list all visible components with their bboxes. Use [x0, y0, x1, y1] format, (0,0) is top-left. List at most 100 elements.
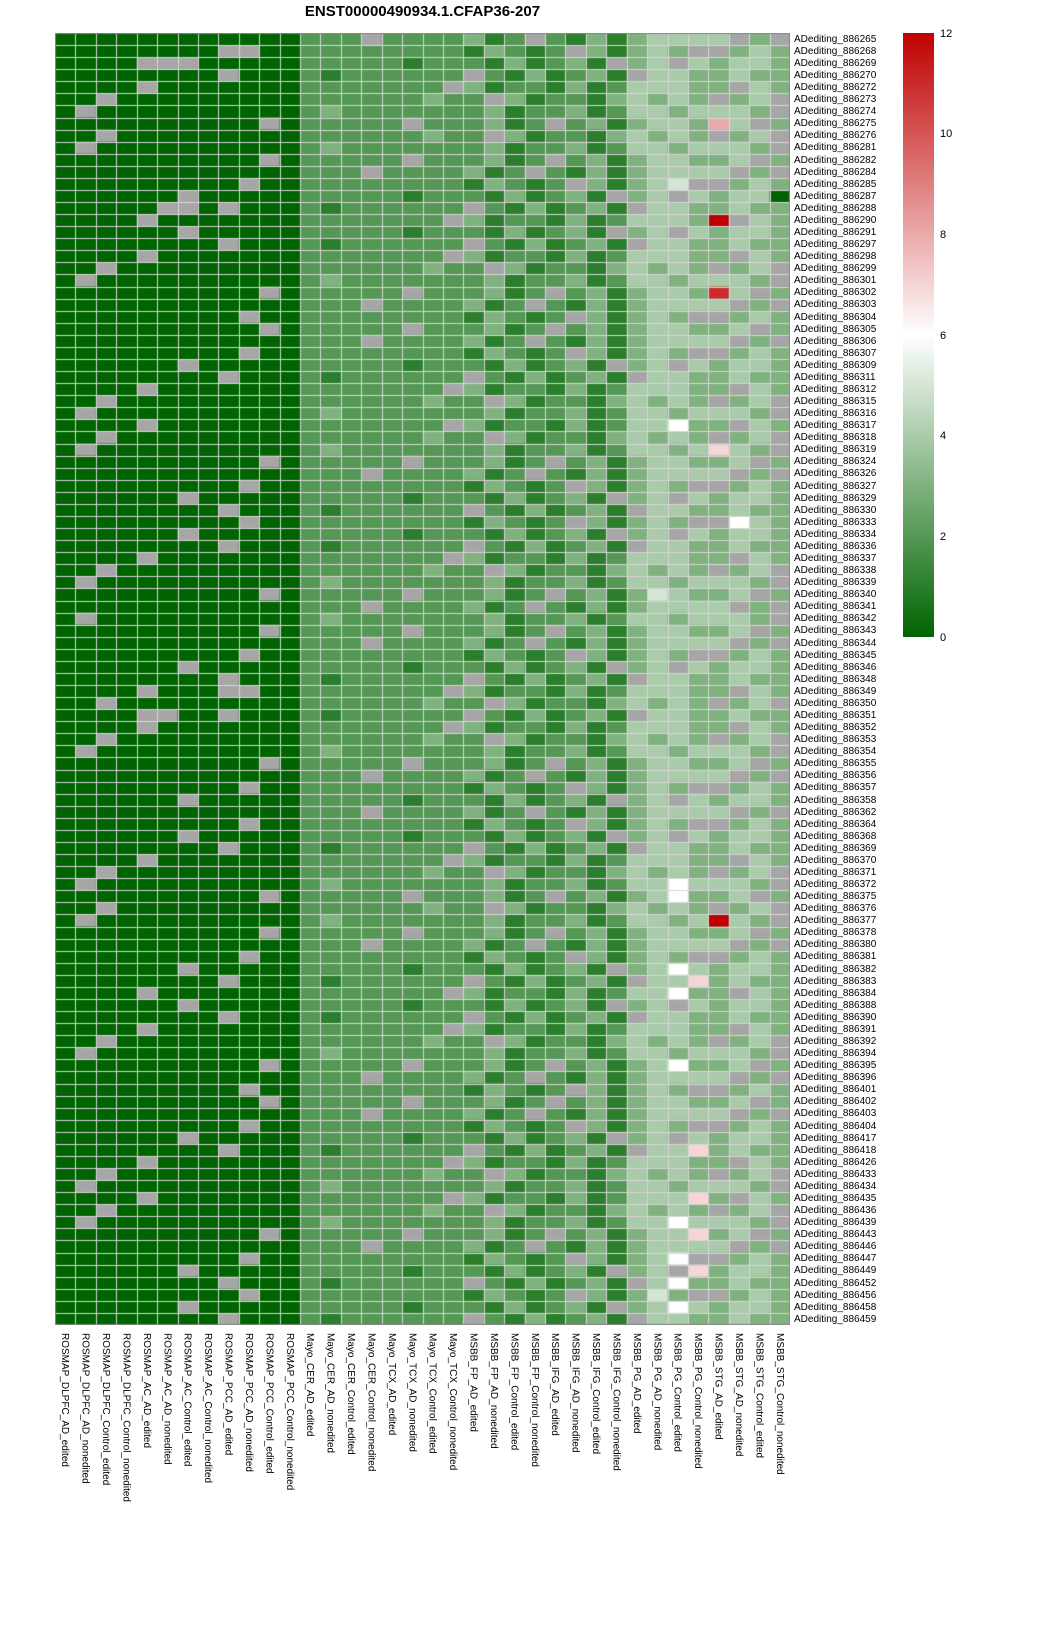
column-label: MSBB_STG_AD_nonedited [732, 1333, 744, 1457]
row-label: ADediting_886383 [794, 975, 877, 987]
row-label: ADediting_886377 [794, 915, 877, 927]
row-label: ADediting_886342 [794, 613, 877, 625]
row-label: ADediting_886349 [794, 685, 877, 697]
column-label: Mayo_CER_AD_nonedited [324, 1333, 336, 1454]
column-label: ROSMAP_AC_Control_nonedited [202, 1333, 214, 1484]
row-label: ADediting_886350 [794, 697, 877, 709]
row-label: ADediting_886401 [794, 1084, 877, 1096]
column-label: Mayo_TCX_Control_edited [426, 1333, 438, 1454]
row-label: ADediting_886352 [794, 722, 877, 734]
row-label: ADediting_886426 [794, 1156, 877, 1168]
colorbar-tick-label: 0 [940, 631, 947, 644]
row-label: ADediting_886282 [794, 154, 877, 166]
row-label: ADediting_886309 [794, 359, 877, 371]
row-label: ADediting_886353 [794, 734, 877, 746]
row-label: ADediting_886319 [794, 444, 877, 456]
row-label: ADediting_886433 [794, 1168, 877, 1180]
row-label: ADediting_886312 [794, 383, 877, 395]
row-label: ADediting_886371 [794, 866, 877, 878]
row-label: ADediting_886372 [794, 879, 877, 891]
row-label: ADediting_886449 [794, 1265, 877, 1277]
row-label: ADediting_886381 [794, 951, 877, 963]
row-label: ADediting_886390 [794, 1011, 877, 1023]
row-label: ADediting_886402 [794, 1096, 877, 1108]
row-label: ADediting_886270 [794, 70, 877, 82]
row-label: ADediting_886417 [794, 1132, 877, 1144]
column-label: MSBB_PG_Control_edited [671, 1333, 683, 1452]
column-label: ROSMAP_AC_Control_edited [181, 1333, 193, 1467]
row-label: ADediting_886369 [794, 842, 877, 854]
row-label: ADediting_886345 [794, 649, 877, 661]
row-label: ADediting_886458 [794, 1301, 877, 1313]
row-label: ADediting_886378 [794, 927, 877, 939]
column-label: ROSMAP_PCC_Control_edited [263, 1333, 275, 1474]
colorbar-tick-label: 4 [940, 430, 947, 443]
row-label: ADediting_886330 [794, 504, 877, 516]
row-label: ADediting_886368 [794, 830, 877, 842]
row-label: ADediting_886395 [794, 1060, 877, 1072]
row-label: ADediting_886298 [794, 251, 877, 263]
row-label: ADediting_886268 [794, 45, 877, 57]
row-label: ADediting_886346 [794, 661, 877, 673]
row-label: ADediting_886357 [794, 782, 877, 794]
column-label: MSBB_STG_Control_nonedited [773, 1333, 785, 1475]
row-label: ADediting_886392 [794, 1036, 877, 1047]
row-label: ADediting_886447 [794, 1253, 877, 1265]
row-label: ADediting_886384 [794, 987, 877, 999]
row-label: ADediting_886304 [794, 311, 877, 323]
column-label: MSBB_IFG_Control_edited [590, 1333, 602, 1455]
row-label: ADediting_886315 [794, 396, 877, 408]
row-label: ADediting_886356 [794, 770, 877, 782]
column-label: Mayo_CER_Control_nonedited [365, 1333, 377, 1472]
column-label: MSBB_FP_Control_nonedited [528, 1333, 540, 1467]
row-label: ADediting_886344 [794, 637, 877, 649]
row-label: ADediting_886396 [794, 1072, 877, 1084]
column-label: MSBB_IFG_Control_nonedited [610, 1333, 622, 1471]
row-label: ADediting_886348 [794, 673, 877, 685]
row-label: ADediting_886340 [794, 589, 877, 601]
row-label: ADediting_886288 [794, 202, 877, 214]
column-label: Mayo_TCX_AD_nonedited [406, 1333, 418, 1452]
colorbar-gradient [903, 33, 934, 637]
colorbar-tick-label: 12 [940, 27, 953, 40]
row-label: ADediting_886446 [794, 1241, 877, 1253]
row-label: ADediting_886339 [794, 577, 877, 589]
column-label: Mayo_TCX_Control_nonedited [447, 1333, 459, 1471]
row-label: ADediting_886285 [794, 178, 877, 190]
row-label: ADediting_886355 [794, 758, 877, 770]
row-label: ADediting_886391 [794, 1023, 877, 1035]
row-label: ADediting_886317 [794, 420, 877, 432]
row-label: ADediting_886269 [794, 57, 877, 69]
row-label: ADediting_886303 [794, 299, 877, 311]
row-label: ADediting_886452 [794, 1277, 877, 1289]
row-label: ADediting_886341 [794, 601, 877, 613]
colorbar-tick-label: 10 [940, 128, 953, 141]
row-label: ADediting_886272 [794, 82, 877, 94]
row-label: ADediting_886327 [794, 480, 877, 492]
row-label: ADediting_886333 [794, 516, 877, 528]
row-label: ADediting_886436 [794, 1205, 877, 1217]
row-label: ADediting_886281 [794, 142, 877, 154]
column-label: MSBB_IFG_AD_nonedited [569, 1333, 581, 1453]
row-label: ADediting_886276 [794, 130, 877, 142]
row-label: ADediting_886287 [794, 190, 877, 202]
row-label: ADediting_886376 [794, 903, 877, 915]
column-label: Mayo_TCX_AD_edited [385, 1333, 397, 1436]
row-label: ADediting_886362 [794, 806, 877, 818]
column-label: MSBB_STG_Control_edited [753, 1333, 765, 1459]
column-label: ROSMAP_PCC_AD_edited [222, 1333, 234, 1456]
row-label: ADediting_886334 [794, 528, 877, 540]
row-label: ADediting_886403 [794, 1108, 877, 1120]
column-label: ROSMAP_AC_AD_nonedited [161, 1333, 173, 1465]
column-label: ROSMAP_DLPFC_AD_edited [59, 1333, 71, 1467]
row-label: ADediting_886456 [794, 1289, 877, 1301]
row-label: ADediting_886316 [794, 408, 877, 420]
row-label: ADediting_886306 [794, 335, 877, 347]
row-label: ADediting_886336 [794, 540, 877, 552]
row-label: ADediting_886284 [794, 166, 877, 178]
row-label: ADediting_886388 [794, 999, 877, 1011]
column-label: ROSMAP_AC_AD_edited [140, 1333, 152, 1449]
